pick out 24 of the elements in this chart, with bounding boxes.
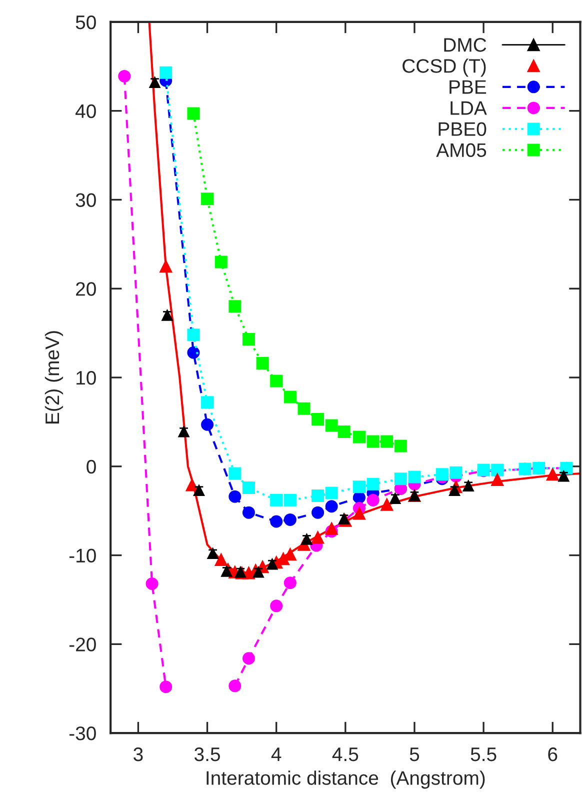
x-tick-label: 3	[134, 747, 143, 762]
legend-label: CCSD (T)	[402, 58, 486, 77]
x-tick-label: 4.5	[332, 748, 358, 762]
y-axis-title: E(2) (meV)	[44, 331, 64, 424]
x-axis-title: Interatomic distance (Angstrom)	[206, 770, 485, 789]
y-tick-label: -30	[69, 726, 96, 740]
y-tick-label: 50	[76, 15, 96, 30]
x-tick-label: 6	[548, 747, 558, 762]
legend-label: PBE0	[438, 122, 486, 136]
legend-label: LDA	[450, 101, 487, 115]
y-tick-label: 40	[76, 104, 96, 118]
x-tick-label: 4	[271, 748, 282, 762]
x-tick-label: 5	[410, 748, 420, 762]
y-tick-label: 20	[76, 282, 96, 296]
y-tick-label: -10	[69, 548, 96, 563]
legend-label: AM05	[436, 143, 486, 158]
y-tick-label: -20	[69, 638, 96, 652]
legend-label: PBE	[450, 80, 486, 94]
y-tick-label: 30	[76, 193, 96, 207]
y-tick-label: 0	[86, 460, 96, 474]
x-tick-label: 3.5	[194, 747, 220, 762]
y-tick-label: 10	[76, 370, 96, 385]
x-tick-label: 5.5	[470, 748, 496, 762]
legend-label: DMC	[444, 38, 486, 52]
